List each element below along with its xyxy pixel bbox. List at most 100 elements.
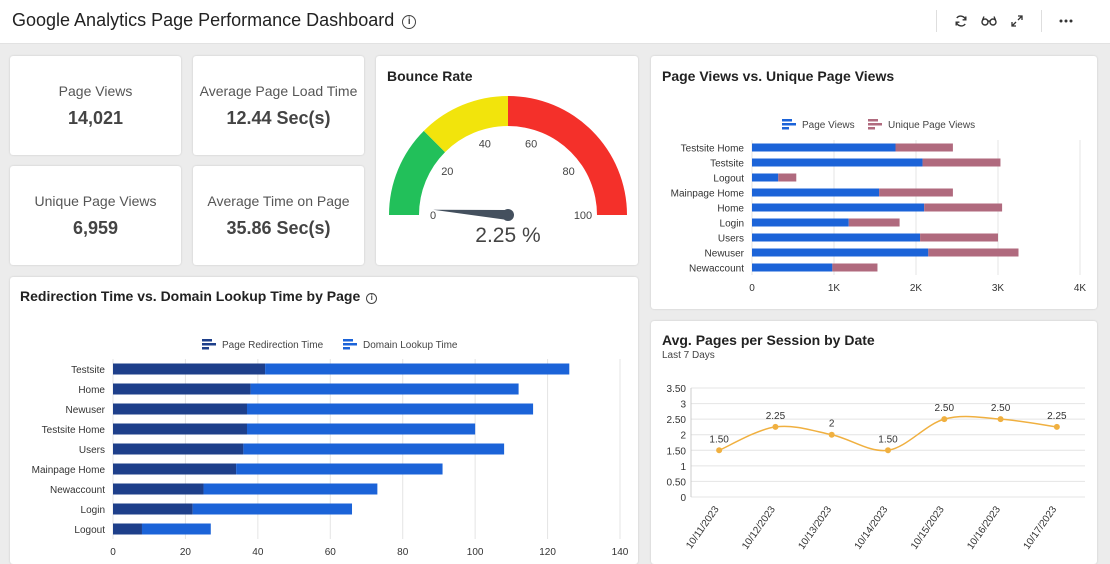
x-tick-label: 3K: [992, 283, 1005, 294]
x-tick-label: 80: [397, 547, 409, 558]
data-label: 2.50: [935, 403, 955, 414]
bar: [141, 523, 211, 535]
legend-label: Page Views: [802, 120, 855, 131]
bounce-rate-card[interactable]: Bounce Rate 0 20 40 60 80 100 2.25 %: [376, 56, 638, 265]
bar: [848, 218, 900, 227]
gauge-tick-label: 60: [525, 139, 537, 151]
y-category-label: Mainpage Home: [32, 465, 106, 476]
x-tick-label: 60: [325, 547, 337, 558]
legend-swatch: [343, 347, 350, 350]
bar: [752, 158, 923, 167]
x-tick-label: 4K: [1074, 283, 1087, 294]
gauge-band-1: [423, 96, 508, 153]
info-icon[interactable]: i: [402, 15, 417, 29]
bar: [752, 188, 880, 197]
legend-swatch: [202, 343, 216, 346]
legend-swatch: [868, 127, 875, 130]
bar: [895, 143, 953, 152]
data-label: 1.50: [878, 434, 898, 445]
data-point: [716, 447, 723, 454]
bar: [250, 383, 519, 395]
x-tick-label: 40: [252, 547, 264, 558]
y-tick-label: 2.50: [667, 415, 687, 426]
redirection-card[interactable]: Redirection Time vs. Domain Lookup Time …: [10, 277, 638, 564]
x-tick-label: 10/17/2023: [1022, 504, 1060, 552]
legend-swatch: [868, 119, 878, 122]
y-category-label: Home: [78, 385, 105, 396]
y-tick-label: 3.50: [667, 384, 687, 395]
y-category-label: Mainpage Home: [671, 189, 745, 200]
kpi-card-unique-page-views[interactable]: Unique Page Views 6,959: [10, 166, 181, 265]
bar: [192, 503, 353, 515]
y-category-label: Testsite Home: [42, 425, 106, 436]
x-tick-label: 10/13/2023: [796, 504, 834, 552]
bar: [113, 503, 193, 515]
dashboard-title: Google Analytics Page Performance Dashbo…: [12, 10, 417, 31]
info-icon[interactable]: i: [366, 293, 378, 304]
y-tick-label: 0: [680, 493, 686, 504]
y-category-label: Home: [717, 204, 744, 215]
page-views-vs-unique-chart: Page Views Unique Page Views 0 1K 2K 3K 4K Test…: [671, 119, 1087, 294]
y-category-label: Testsite: [71, 365, 105, 376]
toolbar-divider: [1041, 10, 1042, 32]
gauge-tick-label: 100: [574, 210, 592, 222]
x-tick-label: 10/15/2023: [909, 504, 947, 552]
kpi-card-page-views[interactable]: Page Views 14,021: [10, 56, 181, 155]
x-tick-label: 10/16/2023: [965, 504, 1003, 552]
legend-label: Domain Lookup Time: [363, 340, 458, 351]
gauge-value: 2.25 %: [475, 224, 540, 247]
view-button[interactable]: [975, 10, 1003, 32]
more-button[interactable]: [1052, 10, 1080, 32]
kpi-value: 14,021: [67, 108, 124, 128]
y-tick-label: 2: [680, 431, 686, 442]
x-tick-label: 20: [180, 547, 192, 558]
bar: [752, 218, 849, 227]
y-category-label: Login: [720, 219, 744, 230]
kpi-card-avg-load-time[interactable]: Average Page Load Time 12.44 Sec(s): [193, 56, 364, 155]
page-views-vs-unique-card[interactable]: Page Views vs. Unique Page Views Page Vi…: [651, 56, 1097, 309]
legend-label: Unique Page Views: [888, 120, 975, 131]
bar: [113, 403, 247, 415]
bar: [924, 203, 1003, 212]
y-category-label: Newuser: [66, 405, 106, 416]
bar: [752, 173, 779, 182]
bar: [113, 523, 142, 535]
refresh-button[interactable]: [947, 10, 975, 32]
bar: [752, 263, 833, 272]
y-category-label: Testsite Home: [681, 144, 745, 155]
bar: [203, 483, 378, 495]
x-tick-label: 100: [467, 547, 484, 558]
x-tick-label: 10/11/2023: [684, 504, 722, 551]
refresh-icon: [955, 15, 967, 27]
y-category-label: Newuser: [705, 249, 745, 260]
more-icon: [1059, 19, 1073, 23]
card-subtitle: Last 7 Days: [662, 350, 715, 361]
y-category-label: Newaccount: [689, 264, 744, 275]
bar: [113, 483, 204, 495]
gauge-needle-hub: [502, 209, 514, 221]
data-label: 2.25: [766, 411, 786, 422]
expand-button[interactable]: [1003, 10, 1031, 32]
card-title: Page Views vs. Unique Page Views: [662, 68, 895, 84]
bar: [246, 403, 534, 415]
legend-swatch: [202, 339, 212, 342]
bar: [920, 233, 998, 242]
avg-pages-card[interactable]: Avg. Pages per Session by Date Last 7 Da…: [651, 321, 1097, 564]
bar: [752, 143, 896, 152]
bar: [113, 383, 251, 395]
y-category-label: Logout: [74, 525, 105, 536]
data-point: [997, 416, 1004, 423]
y-category-label: Logout: [713, 174, 744, 185]
kpi-label: Page Views: [58, 83, 133, 99]
y-category-label: Newaccount: [50, 485, 105, 496]
card-title: Bounce Rate: [387, 68, 473, 84]
data-point: [828, 431, 835, 438]
bar: [243, 443, 505, 455]
data-point: [885, 447, 891, 454]
kpi-card-avg-time-on-page[interactable]: Average Time on Page 35.86 Sec(s): [193, 166, 364, 265]
data-point: [1053, 423, 1060, 430]
bar: [752, 248, 929, 257]
legend-swatch: [782, 123, 796, 126]
kpi-label: Average Page Load Time: [199, 83, 358, 99]
x-tick-label: 10/14/2023: [853, 504, 891, 552]
